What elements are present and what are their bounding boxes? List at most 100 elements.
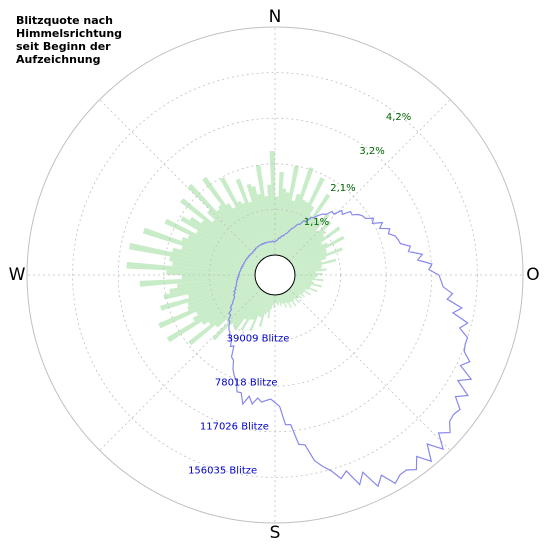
ratio-bar (241, 202, 268, 257)
ratio-bar (293, 282, 309, 291)
ratio-bar (208, 286, 260, 325)
ratio-bar (244, 291, 265, 320)
ratio-bar (201, 285, 259, 325)
ratio-bar (139, 275, 256, 287)
ratio-bar (172, 261, 256, 274)
ratio-bar (255, 164, 273, 256)
ratio-bar (187, 235, 257, 268)
ratio-bar (181, 245, 256, 270)
direction-label-w: W (9, 265, 26, 285)
ratio-bar (264, 294, 271, 315)
ratio-bar (290, 287, 300, 296)
ratio-bar (292, 248, 327, 267)
ratio-bar (188, 279, 256, 299)
ratio-bar (251, 185, 271, 256)
ratio-bar (279, 294, 283, 304)
ratio-bar (252, 292, 267, 321)
ratio-bar (284, 292, 291, 303)
ratio-bar (231, 289, 263, 325)
ratio-bar (270, 294, 274, 309)
ratio-bar (294, 276, 324, 282)
grid-ring (26, 26, 524, 524)
ratio-bar (285, 193, 331, 259)
ratio-bar (169, 277, 256, 294)
ratio-bar (285, 291, 297, 307)
ratio-bar (287, 219, 321, 260)
ratio-bar (246, 183, 270, 256)
ratio-bar (289, 230, 326, 263)
ratio-bar (292, 284, 311, 296)
ratio-bar (294, 275, 318, 277)
ratio-bar (280, 193, 301, 256)
ratio-bar (290, 286, 306, 298)
count-ring-label: 78018 Blitze (215, 377, 278, 388)
ratio-bar (258, 294, 270, 327)
ratio-bar (278, 294, 282, 307)
ratio-bar (266, 294, 272, 313)
ratio-bar (294, 279, 322, 288)
ratio-bar (285, 291, 292, 303)
ratio-bar (293, 281, 311, 288)
ratio-bar (294, 268, 327, 274)
count-ring-label: 39009 Blitze (227, 333, 290, 344)
ratio-bar (290, 226, 341, 264)
grid-ring (72, 72, 478, 478)
ratio-bar (232, 290, 263, 328)
ratio-bar (181, 236, 257, 269)
ratio-bar (275, 294, 278, 305)
ratio-ring-label: 1,1% (304, 217, 329, 228)
ratio-bar (287, 289, 300, 304)
ratio-bar (294, 260, 322, 270)
count-ring-label: 156035 Blitze (188, 466, 257, 477)
grid-spoke (288, 99, 451, 262)
ratio-bar (218, 204, 263, 260)
ratio-bar (249, 293, 268, 332)
ratio-bar (288, 229, 319, 261)
ratio-bar (294, 280, 312, 287)
ratio-bar (290, 234, 325, 263)
grid-spoke (288, 288, 451, 451)
ratio-bar (294, 271, 316, 275)
ratio-bar (219, 177, 266, 258)
ratio-ring-label: 2,1% (330, 183, 355, 194)
ratio-bar (276, 294, 279, 306)
count-line (227, 209, 473, 488)
ratio-bar (257, 193, 272, 256)
ratio-bar (293, 247, 343, 269)
ratio-bar (216, 209, 263, 261)
ratio-bar (142, 227, 257, 269)
ratio-bar (289, 287, 303, 299)
ratio-bar (287, 212, 330, 261)
ratio-bar (226, 288, 261, 322)
ratio-bar (212, 219, 261, 263)
ratio-bar (166, 285, 259, 343)
chart-title-line-2: Himmelsrichtung (16, 27, 123, 40)
ratio-bar (172, 247, 256, 271)
ratio-bar (259, 293, 269, 318)
ratio-bar (286, 217, 319, 260)
ratio-bar (126, 262, 256, 275)
ratio-bar (283, 177, 325, 258)
ratio-bar (196, 230, 258, 266)
ratio-bar (293, 281, 318, 293)
ratio-bar (292, 235, 345, 266)
ratio-bar (289, 288, 300, 299)
ratio-ring-label: 4,2% (386, 112, 411, 123)
ratio-bar (267, 294, 273, 319)
ratio-bar (196, 283, 258, 316)
center-circle (254, 254, 296, 296)
ratio-bar (286, 290, 295, 302)
ratio-bar (287, 290, 295, 300)
ratio-bar (202, 176, 264, 260)
ratio-bar (158, 282, 257, 329)
ratio-bar (206, 209, 261, 262)
ratio-bar (289, 220, 332, 262)
ratio-bar (291, 285, 304, 295)
ratio-bar (215, 287, 261, 328)
direction-label-s: S (270, 523, 281, 543)
ratio-bar (288, 289, 298, 299)
ratio-bar (166, 270, 256, 275)
chart-title-line-1: Blitzquote nach (16, 14, 114, 27)
ratio-bar (279, 200, 295, 256)
ratio-bar (232, 206, 265, 259)
